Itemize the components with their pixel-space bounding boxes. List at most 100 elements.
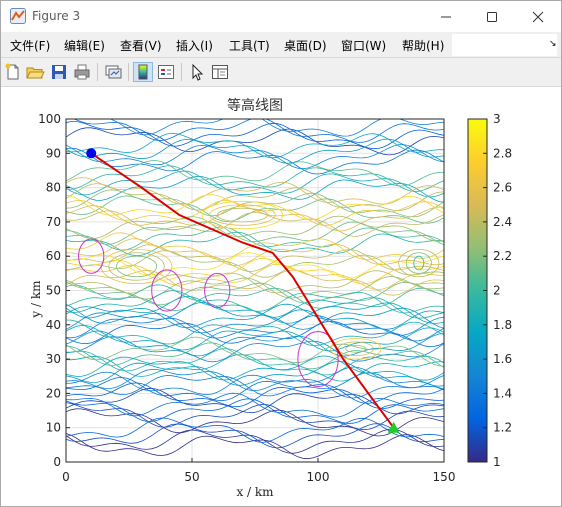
contour-island: [100, 248, 173, 285]
close-button[interactable]: [515, 1, 561, 32]
colorbar-icon: [138, 64, 148, 80]
contour-line: [66, 127, 444, 156]
contour-line: [66, 147, 444, 175]
close-icon: [532, 11, 544, 23]
link-plot-icon: [105, 65, 122, 79]
new-figure-button[interactable]: [3, 62, 23, 82]
colorbar-button[interactable]: [133, 62, 153, 82]
contour-line: [66, 417, 444, 443]
save-button[interactable]: [49, 62, 69, 82]
maximize-button[interactable]: [469, 1, 515, 32]
contour-line: [66, 325, 444, 352]
property-editor-button[interactable]: [210, 62, 230, 82]
contour-line: [66, 408, 444, 437]
pointer-button[interactable]: [187, 62, 207, 82]
end-point-marker: [387, 421, 400, 433]
menu-insert[interactable]: 插入(I): [176, 39, 213, 53]
colorbar-tick-label: 2.6: [493, 181, 512, 195]
print-icon: [74, 64, 90, 80]
contour-island: [115, 255, 158, 278]
legend-button[interactable]: [156, 62, 176, 82]
contour-line: [66, 160, 444, 187]
contour-line: [66, 398, 444, 424]
menu-desktop[interactable]: 桌面(D): [284, 39, 327, 53]
contour-line: [66, 296, 444, 324]
open-file-button[interactable]: [25, 62, 45, 82]
y-tick-label: 80: [46, 181, 61, 195]
contour-line: [66, 366, 444, 392]
colorbar-tick-label: 1.6: [493, 352, 512, 366]
menu-edit[interactable]: 编辑(E): [64, 39, 105, 53]
colorbar[interactable]: 1 1.2 1.4 1.6 1.8 2 2.2 2.4 2.6 2.8 3: [467, 112, 512, 469]
x-tick-label: 0: [62, 470, 70, 484]
contour-line: [66, 276, 444, 300]
contour-line: [66, 319, 444, 347]
link-plot-button[interactable]: [103, 62, 123, 82]
open-file-icon: [26, 67, 45, 79]
print-button[interactable]: [72, 62, 92, 82]
property-editor-icon: [212, 65, 228, 79]
menu-window[interactable]: 窗口(W): [341, 39, 387, 53]
contour-island: [108, 252, 165, 281]
threat-circle: [297, 331, 339, 388]
contour-line: [66, 402, 444, 431]
contour-line: [66, 284, 444, 314]
contour-line: [66, 232, 444, 261]
colorbar-tick-label: 1.2: [493, 421, 512, 435]
contour-line: [78, 119, 444, 137]
legend-icon: [158, 65, 174, 79]
contour-line: [66, 269, 444, 296]
y-tick-label: 100: [38, 112, 61, 126]
contour-line: [66, 238, 444, 266]
menu-view[interactable]: 查看(V): [120, 39, 162, 53]
contour-line: [66, 138, 444, 164]
contour-line: [73, 119, 444, 143]
menu-overflow-icon[interactable]: ↘: [549, 39, 557, 49]
menu-help[interactable]: 帮助(H): [402, 39, 445, 53]
colorbar-tick-label: 2.8: [493, 146, 512, 160]
y-tick-label: 40: [46, 318, 61, 332]
contour-line: [66, 284, 444, 312]
menu-file[interactable]: 文件(F): [10, 39, 51, 53]
contour-line: [66, 175, 444, 203]
contour-line: [66, 342, 444, 370]
contour-line: [66, 360, 444, 387]
contour-line: [66, 423, 444, 449]
toolbar-separator: [97, 63, 98, 81]
colorbar-tick-label: 2: [493, 284, 501, 298]
menu-bar-spacer: [452, 34, 557, 56]
y-tick-label: 0: [53, 455, 61, 469]
colorbar-tick-label: 2.2: [493, 249, 512, 263]
y-tick-label: 30: [46, 352, 61, 366]
figure-toolbar: [1, 57, 561, 87]
contour-line: [66, 221, 444, 246]
contour-line: [66, 371, 444, 399]
contour-line: [66, 183, 444, 212]
minimize-button[interactable]: [423, 1, 469, 32]
contour-line: [66, 309, 444, 336]
contour-island: [216, 207, 268, 223]
menu-tools[interactable]: 工具(T): [229, 39, 270, 53]
contour-line: [66, 144, 444, 170]
y-tick-label: 90: [46, 146, 61, 160]
maximize-icon: [487, 12, 497, 22]
grid-lines: [65, 118, 445, 463]
y-tick-label: 60: [46, 249, 61, 263]
contour-line: [66, 428, 444, 454]
route-layer: [86, 148, 400, 433]
contour-line: [66, 392, 444, 418]
colorbar-tick-label: 1.4: [493, 386, 512, 400]
title-bar[interactable]: Figure 3: [1, 1, 561, 32]
contour-line: [66, 252, 444, 279]
y-tick-label: 50: [46, 284, 61, 298]
contour-line: [66, 165, 444, 192]
threat-circle: [204, 272, 231, 309]
y-tick-label: 10: [46, 421, 61, 435]
figure-canvas[interactable]: 等高线图 0 50 100 150 0 10 20 30 40 50 60 70 80 90 100 1 1.…: [1, 87, 561, 506]
axes-title: 等高线图: [227, 98, 283, 114]
threat-circles: [78, 238, 339, 388]
contour-island: [405, 252, 432, 274]
start-point-marker: [86, 148, 97, 159]
axis-ticks: 0 50 100 150 0 10 20 30 40 50 60 70 80 90 100: [38, 112, 455, 484]
